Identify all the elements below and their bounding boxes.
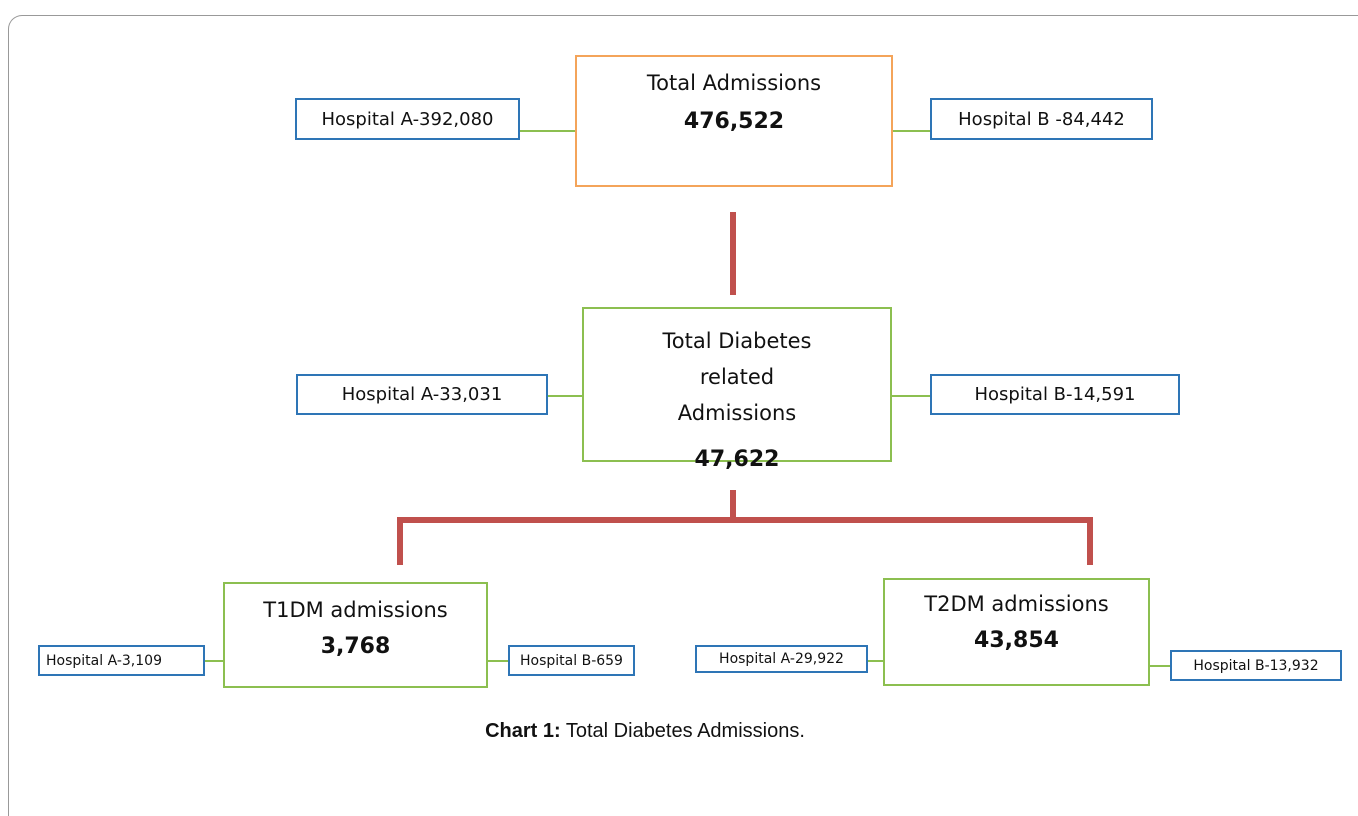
- link: [730, 490, 736, 523]
- caption-label: Chart 1:: [485, 720, 561, 742]
- connector: [488, 660, 508, 662]
- node: Total Diabetes related Admissions 47,622: [582, 307, 892, 472]
- node-value: 47,622: [694, 447, 780, 472]
- caption: Chart 1: Total Diabetes Admissions.: [0, 720, 1290, 743]
- side-box: Hospital A-29,922: [695, 645, 868, 673]
- connector: [868, 660, 883, 662]
- caption-text: Total Diabetes Admissions.: [565, 720, 805, 742]
- link: [730, 212, 736, 295]
- connector: [892, 395, 930, 397]
- node-label: T2DM admissions: [924, 592, 1109, 616]
- node-label: Total Diabetes related Admissions: [662, 329, 812, 425]
- connector: [520, 130, 575, 132]
- side-box: Hospital B-13,932: [1170, 650, 1342, 681]
- link: [397, 517, 403, 565]
- node-value: 43,854: [974, 628, 1059, 653]
- node-value: 3,768: [320, 634, 391, 659]
- node: Total Admissions 476,522: [575, 55, 893, 187]
- node: T2DM admissions 43,854: [883, 578, 1150, 686]
- node-label: Total Admissions: [646, 71, 822, 95]
- connector: [548, 395, 582, 397]
- side-box: Hospital A-3,109: [38, 645, 205, 676]
- side-box: Hospital A-392,080: [295, 98, 520, 140]
- frame: [8, 15, 1358, 816]
- node-label: T1DM admissions: [263, 598, 448, 622]
- connector: [1150, 665, 1170, 667]
- connector: [893, 130, 930, 132]
- connector: [205, 660, 223, 662]
- side-box: Hospital B-14,591: [930, 374, 1180, 415]
- link: [1087, 517, 1093, 565]
- link: [397, 517, 1093, 523]
- node: T1DM admissions 3,768: [223, 582, 488, 688]
- side-box: Hospital B -84,442: [930, 98, 1153, 140]
- node-value: 476,522: [683, 109, 785, 134]
- side-box: Hospital B-659: [508, 645, 635, 676]
- side-box: Hospital A-33,031: [296, 374, 548, 415]
- page: Total Admissions 476,522 Total Diabetes …: [0, 15, 1358, 816]
